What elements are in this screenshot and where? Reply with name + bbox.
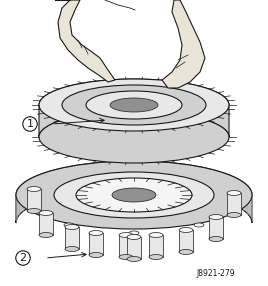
Ellipse shape	[110, 98, 158, 112]
Ellipse shape	[127, 235, 141, 239]
Ellipse shape	[149, 233, 163, 237]
Polygon shape	[119, 235, 133, 257]
Ellipse shape	[89, 253, 103, 257]
Polygon shape	[89, 233, 103, 255]
Ellipse shape	[76, 178, 192, 212]
Ellipse shape	[89, 231, 103, 235]
Polygon shape	[65, 227, 79, 249]
Polygon shape	[58, 0, 115, 82]
Ellipse shape	[27, 186, 41, 191]
Polygon shape	[39, 213, 53, 235]
Ellipse shape	[54, 172, 214, 218]
Ellipse shape	[129, 231, 139, 235]
Ellipse shape	[209, 214, 223, 219]
Text: 2: 2	[20, 253, 27, 263]
Polygon shape	[209, 217, 223, 239]
Ellipse shape	[16, 161, 252, 229]
Ellipse shape	[39, 79, 229, 131]
Ellipse shape	[227, 190, 241, 195]
Polygon shape	[162, 0, 205, 88]
Ellipse shape	[209, 237, 223, 241]
Ellipse shape	[39, 111, 229, 163]
Ellipse shape	[39, 233, 53, 237]
Ellipse shape	[64, 223, 74, 227]
Text: J8921-279: J8921-279	[196, 269, 234, 278]
Text: 1: 1	[27, 119, 34, 129]
Ellipse shape	[179, 250, 193, 255]
Ellipse shape	[149, 255, 163, 259]
Polygon shape	[39, 79, 229, 137]
Polygon shape	[16, 161, 252, 223]
Ellipse shape	[227, 212, 241, 217]
Polygon shape	[179, 230, 193, 252]
Polygon shape	[27, 189, 41, 211]
Ellipse shape	[86, 91, 182, 119]
Ellipse shape	[62, 85, 206, 125]
Polygon shape	[227, 193, 241, 215]
Ellipse shape	[119, 233, 133, 237]
Ellipse shape	[39, 210, 53, 215]
Ellipse shape	[112, 188, 156, 202]
Ellipse shape	[119, 255, 133, 259]
Polygon shape	[127, 237, 141, 259]
Ellipse shape	[65, 225, 79, 229]
Ellipse shape	[27, 208, 41, 213]
Ellipse shape	[194, 223, 204, 227]
Polygon shape	[149, 235, 163, 257]
Ellipse shape	[65, 247, 79, 251]
Ellipse shape	[179, 228, 193, 233]
Ellipse shape	[127, 257, 141, 261]
